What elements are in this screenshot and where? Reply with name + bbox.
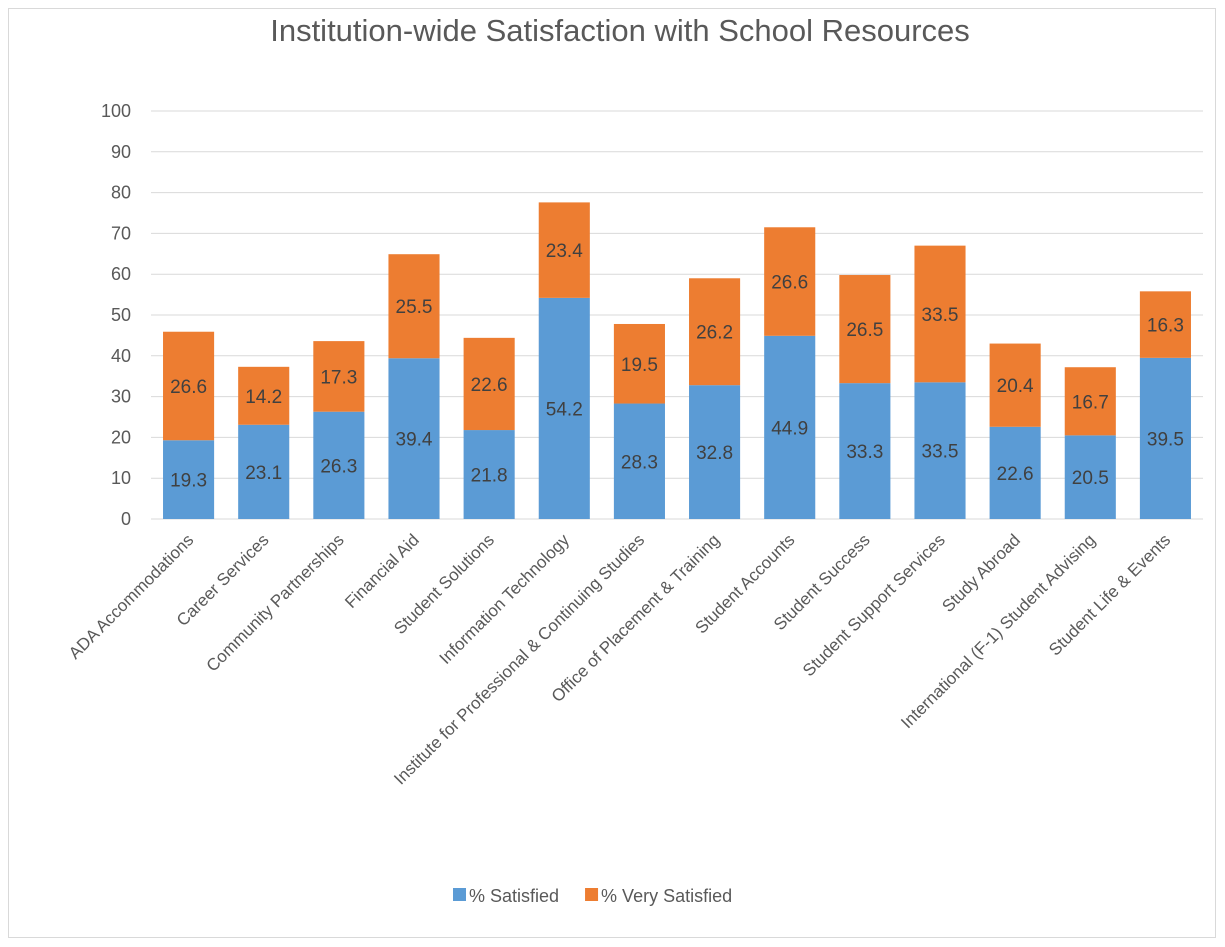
- gridlines: [151, 110, 1203, 520]
- data-label: 39.4: [396, 430, 433, 451]
- bar-satisfied-student-accounts: [764, 335, 816, 519]
- x-category-label: Student Support Services: [799, 530, 949, 680]
- y-tick-label: 70: [111, 223, 131, 243]
- legend: % Satisfied % Very Satisfied: [453, 886, 732, 906]
- x-category-label: Student Life & Events: [1045, 530, 1174, 659]
- bar-satisfied-career-services: [238, 424, 290, 519]
- y-tick-label: 0: [121, 509, 131, 529]
- data-label: 26.6: [170, 377, 207, 398]
- data-label: 33.5: [922, 442, 959, 463]
- data-label: 23.1: [245, 463, 282, 484]
- bar-very-satisfied-ada-accommodations: [163, 331, 215, 441]
- bar-very-satisfied-office-of-placement-training: [689, 278, 741, 386]
- x-category-label: Information Technology: [436, 530, 574, 668]
- bar-very-satisfied-student-accounts: [764, 227, 816, 336]
- data-label: 32.8: [696, 443, 733, 464]
- bar-very-satisfied-information-technology: [538, 202, 590, 298]
- bar-very-satisfied-financial-aid: [388, 254, 440, 359]
- data-label: 28.3: [621, 452, 658, 473]
- bar-very-satisfied-career-services: [238, 366, 290, 425]
- x-category-label: Financial Aid: [341, 530, 423, 612]
- legend-swatch: [585, 888, 599, 901]
- legend-entry: % Satisfied: [469, 886, 559, 906]
- legend-entry: % Very Satisfied: [601, 886, 732, 906]
- data-label: 26.2: [696, 323, 733, 344]
- data-label: 19.3: [170, 471, 207, 492]
- data-label: 16.7: [1072, 392, 1109, 413]
- legend-swatch: [453, 888, 466, 901]
- data-labels: 19.3 26.6 23.1 14.2 26.3 17.3 39.4 25.5 21.8 22.6…: [170, 241, 1184, 491]
- bar-satisfied-student-solutions: [463, 430, 515, 519]
- bars: [163, 202, 1191, 519]
- chart-title: Institution-wide Satisfaction with Schoo…: [270, 13, 970, 48]
- data-label: 22.6: [997, 464, 1034, 485]
- bar-satisfied-student-life-events: [1139, 357, 1191, 519]
- data-label: 16.3: [1147, 316, 1184, 337]
- data-label: 33.3: [846, 442, 883, 463]
- bar-very-satisfied-study-abroad: [989, 343, 1041, 427]
- bar-satisfied-information-technology: [538, 297, 590, 519]
- y-tick-label: 60: [111, 264, 131, 284]
- bar-very-satisfied-institute-for-professional-continuing-studies: [613, 323, 665, 404]
- data-label: 19.5: [621, 355, 658, 376]
- data-label: 17.3: [320, 367, 357, 388]
- data-label: 20.4: [997, 376, 1034, 397]
- data-label: 25.5: [396, 297, 433, 318]
- data-label: 26.6: [771, 273, 808, 294]
- y-tick-label: 30: [111, 387, 131, 407]
- y-tick-label: 80: [111, 183, 131, 203]
- x-category-label: Study Abroad: [938, 530, 1024, 616]
- bar-very-satisfied-student-support-services: [914, 245, 966, 383]
- y-tick-label: 100: [101, 101, 131, 121]
- y-tick-label: 10: [111, 468, 131, 488]
- y-tick-label: 90: [111, 142, 131, 162]
- data-label: 22.6: [471, 375, 508, 396]
- bar-satisfied-student-support-services: [914, 382, 966, 519]
- chart-svg: Institution-wide Satisfaction with Schoo…: [65, 13, 1203, 906]
- bar-satisfied-study-abroad: [989, 426, 1041, 519]
- data-label: 23.4: [546, 241, 583, 262]
- bar-satisfied-international-f-1-student-advising: [1064, 435, 1116, 519]
- data-label: 33.5: [922, 305, 959, 326]
- bar-satisfied-office-of-placement-training: [689, 385, 741, 519]
- data-label: 39.5: [1147, 429, 1184, 450]
- data-label: 21.8: [471, 466, 508, 487]
- bar-very-satisfied-student-success: [839, 275, 891, 384]
- y-axis-tick-labels: 0 10 20 30 40 50 60 70 80 90 100: [101, 101, 131, 529]
- y-tick-label: 50: [111, 305, 131, 325]
- bar-satisfied-institute-for-professional-continuing-studies: [613, 403, 665, 519]
- y-tick-label: 20: [111, 427, 131, 447]
- y-tick-label: 40: [111, 346, 131, 366]
- data-label: 26.5: [846, 320, 883, 341]
- x-category-label: Institute for Professional & Continuing …: [390, 530, 648, 788]
- bar-satisfied-community-partnerships: [313, 411, 365, 519]
- bar-satisfied-financial-aid: [388, 358, 440, 519]
- data-label: 20.5: [1072, 468, 1109, 489]
- data-label: 44.9: [771, 418, 808, 439]
- data-label: 26.3: [320, 456, 357, 477]
- bar-satisfied-student-success: [839, 383, 891, 519]
- bar-very-satisfied-student-solutions: [463, 337, 515, 431]
- data-label: 54.2: [546, 399, 583, 420]
- bar-very-satisfied-international-f-1-student-advising: [1064, 367, 1116, 436]
- x-category-label: ADA Accommodations: [65, 530, 197, 662]
- bar-very-satisfied-student-life-events: [1139, 291, 1191, 358]
- bar-satisfied-ada-accommodations: [163, 440, 215, 519]
- chart-area: Institution-wide Satisfaction with Schoo…: [8, 8, 1216, 938]
- bar-very-satisfied-community-partnerships: [313, 341, 365, 412]
- data-label: 14.2: [245, 387, 282, 408]
- x-category-label: Community Partnerships: [203, 530, 348, 675]
